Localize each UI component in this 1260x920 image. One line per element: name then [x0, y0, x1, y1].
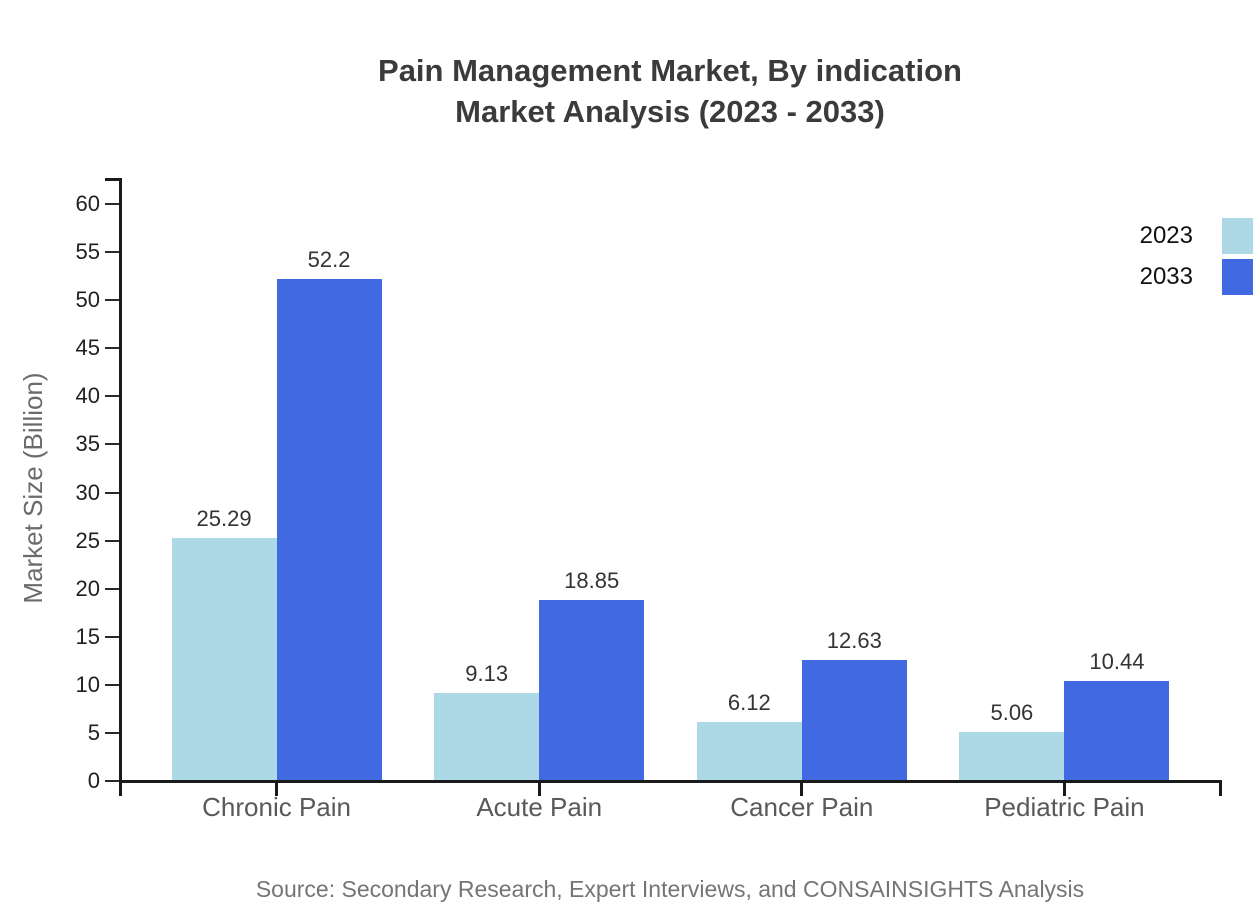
legend-swatch	[1222, 259, 1253, 295]
x-axis-end-tick	[119, 782, 122, 796]
legend-item-2023: 2023	[1137, 218, 1253, 254]
y-tick	[105, 395, 119, 398]
chart-subtitle: Market Analysis (2023 - 2033)	[455, 94, 885, 129]
y-tick	[105, 443, 119, 446]
y-tick	[105, 491, 119, 494]
bar-value-label: 12.63	[826, 627, 882, 653]
bar-2033-acute-pain	[539, 599, 645, 781]
x-axis-end-tick	[1219, 782, 1222, 796]
x-category-label: Cancer Pain	[730, 792, 874, 822]
y-axis-endcap-tick	[105, 178, 119, 181]
y-axis-spine	[119, 178, 122, 795]
y-tick-label: 10	[75, 671, 100, 697]
y-tick-label: 45	[75, 335, 100, 361]
source-caption: Source: Secondary Research, Expert Inter…	[255, 876, 1085, 902]
y-tick	[105, 780, 119, 782]
y-tick	[105, 251, 119, 254]
bar-value-label: 52.2	[307, 247, 351, 273]
bar-value-label: 5.06	[990, 700, 1034, 726]
y-tick	[105, 635, 119, 638]
y-tick-label: 30	[75, 479, 100, 505]
x-category-label: Chronic Pain	[202, 792, 351, 822]
bar-2033-cancer-pain	[801, 659, 907, 781]
legend-swatch	[1222, 218, 1253, 254]
bar-value-label: 6.12	[727, 690, 771, 716]
y-tick	[105, 347, 119, 350]
legend-label: 2033	[1139, 263, 1193, 290]
bar-value-label: 9.13	[465, 661, 509, 687]
y-tick-label: 55	[75, 239, 100, 265]
y-tick-label: 0	[87, 768, 100, 793]
y-tick	[105, 203, 119, 206]
bar-2023-chronic-pain	[171, 537, 277, 781]
y-tick	[105, 539, 119, 542]
y-tick-label: 35	[75, 431, 100, 457]
x-tick	[1062, 782, 1066, 796]
legend-item-2033: 2033	[1137, 259, 1253, 295]
y-tick	[105, 587, 119, 590]
legend: 2023 2033	[1137, 218, 1253, 295]
x-tick	[537, 782, 541, 796]
legend-label: 2023	[1139, 222, 1193, 249]
y-tick-label: 60	[75, 191, 100, 217]
y-tick-label: 40	[75, 383, 100, 409]
y-tick	[105, 731, 119, 734]
x-category-label: Pediatric Pain	[984, 792, 1145, 822]
y-tick-label: 15	[75, 623, 100, 649]
y-tick-label: 20	[75, 575, 100, 601]
bar-2033-pediatric-pain	[1064, 680, 1170, 781]
bar-value-label: 10.44	[1089, 648, 1145, 674]
chart-title-block: Pain Management Market, By indication Ma…	[120, 50, 1220, 132]
x-axis-spine	[119, 780, 1222, 783]
y-tick	[105, 683, 119, 686]
bar-value-label: 18.85	[564, 567, 620, 593]
y-tick	[105, 299, 119, 302]
bar-2033-chronic-pain	[276, 279, 382, 781]
chart-title: Pain Management Market, By indication	[378, 53, 962, 88]
y-tick-label: 25	[75, 527, 100, 553]
bar-2023-acute-pain	[434, 693, 540, 781]
y-tick-label: 50	[75, 287, 100, 313]
x-category-label: Acute Pain	[476, 792, 603, 822]
bar-2023-cancer-pain	[696, 722, 802, 781]
x-tick	[275, 782, 279, 796]
bar-2023-pediatric-pain	[959, 732, 1065, 781]
bar-value-label: 25.29	[196, 505, 252, 531]
y-tick-label: 5	[87, 719, 100, 745]
x-tick	[800, 782, 804, 796]
